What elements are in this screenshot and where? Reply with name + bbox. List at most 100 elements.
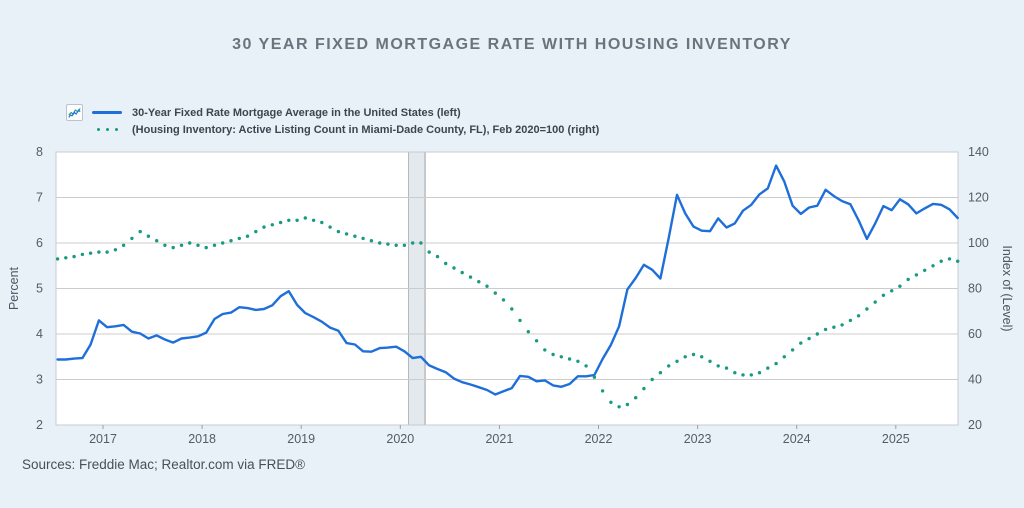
inventory-dot xyxy=(782,355,786,359)
legend-label: (Housing Inventory: Active Listing Count… xyxy=(132,123,600,136)
inventory-dot xyxy=(88,251,93,255)
inventory-dot xyxy=(72,254,76,259)
inventory-dot xyxy=(171,245,175,250)
inventory-dot xyxy=(526,330,530,334)
inventory-dot xyxy=(336,229,341,234)
inventory-dot xyxy=(262,225,266,229)
inventory-dot xyxy=(683,355,687,359)
inventory-dot xyxy=(485,284,489,288)
inventory-dot xyxy=(221,241,225,245)
right-axis-tick-label: 120 xyxy=(968,191,989,205)
x-axis-tick-label: 2022 xyxy=(585,432,613,446)
left-axis-tick-label: 8 xyxy=(36,145,43,159)
inventory-dot xyxy=(477,280,481,284)
inventory-dot xyxy=(510,307,514,311)
right-axis-tick-label: 140 xyxy=(968,145,989,159)
inventory-dot xyxy=(906,277,910,282)
inventory-dot xyxy=(386,242,390,246)
inventory-dot xyxy=(733,371,737,375)
inventory-dot xyxy=(452,266,456,270)
inventory-dot xyxy=(55,257,60,261)
inventory-dot xyxy=(196,243,200,247)
x-axis-tick-label: 2024 xyxy=(783,432,811,446)
x-axis-tick-label: 2019 xyxy=(287,432,315,446)
inventory-dot xyxy=(534,339,539,343)
legend-item-housing-inventory: (Housing Inventory: Active Listing Count… xyxy=(66,121,599,138)
chart-legend: 30-Year Fixed Rate Mortgage Average in t… xyxy=(66,104,599,138)
inventory-dot xyxy=(303,216,307,220)
inventory-dot xyxy=(956,259,960,263)
inventory-dot xyxy=(947,257,952,261)
inventory-dot xyxy=(212,243,217,247)
inventory-dot xyxy=(642,386,646,391)
right-axis-tick-label: 100 xyxy=(968,236,989,250)
inventory-dot xyxy=(394,243,398,247)
inventory-dot xyxy=(790,348,795,352)
inventory-dot xyxy=(700,355,704,359)
x-axis-tick-label: 2023 xyxy=(684,432,712,446)
inventory-dot xyxy=(914,273,919,277)
inventory-dot xyxy=(617,405,621,409)
inventory-dot xyxy=(848,318,853,323)
page-title: 30 YEAR FIXED MORTGAGE RATE WITH HOUSING… xyxy=(232,36,792,53)
inventory-dot xyxy=(658,371,663,375)
inventory-dot xyxy=(724,366,729,370)
inventory-dot xyxy=(708,359,712,363)
inventory-dot xyxy=(551,352,555,357)
inventory-dot xyxy=(237,236,241,241)
inventory-dot xyxy=(634,396,638,400)
inventory-dot xyxy=(799,341,803,345)
inventory-dot xyxy=(113,248,118,252)
inventory-dot xyxy=(766,366,770,370)
plot-border xyxy=(55,151,959,426)
inventory-dot xyxy=(311,218,316,222)
inventory-dot xyxy=(155,239,159,243)
inventory-dot xyxy=(584,364,588,368)
inventory-dot xyxy=(890,289,894,293)
right-axis-tick-label: 60 xyxy=(968,327,982,341)
x-axis-tick-label: 2018 xyxy=(188,432,216,446)
inventory-dot xyxy=(873,300,877,304)
sources-note: Sources: Freddie Mac; Realtor.com via FR… xyxy=(22,457,306,472)
inventory-dot xyxy=(518,318,522,323)
inventory-dot xyxy=(592,375,597,379)
inventory-dot xyxy=(741,373,745,377)
inventory-dot xyxy=(204,245,208,250)
inventory-dot xyxy=(840,323,844,327)
right-axis-tick-label: 40 xyxy=(968,373,982,387)
x-axis-tick-label: 2025 xyxy=(882,432,910,446)
inventory-dot xyxy=(650,377,654,382)
inventory-dot xyxy=(402,243,407,247)
inventory-dot xyxy=(444,261,448,266)
inventory-dot xyxy=(898,284,902,288)
left-axis-tick-label: 7 xyxy=(36,191,43,205)
inventory-dot xyxy=(435,254,440,259)
inventory-dot xyxy=(939,259,943,263)
mortgage-line-swatch xyxy=(90,111,124,114)
inventory-dot xyxy=(749,373,753,377)
inventory-dot xyxy=(815,332,819,336)
inventory-dot xyxy=(320,220,324,225)
left-axis-tick-label: 2 xyxy=(36,418,43,432)
inventory-dot xyxy=(427,250,431,254)
inventory-dot xyxy=(931,264,935,268)
mortgage-rate-line xyxy=(56,164,959,396)
inventory-dot xyxy=(97,250,101,254)
inventory-dot xyxy=(543,348,547,352)
inventory-dot xyxy=(757,371,762,375)
inventory-dot xyxy=(130,236,134,241)
inventory-dot xyxy=(344,232,349,236)
inventory-dot xyxy=(675,359,679,363)
legend-item-mortgage-rate: 30-Year Fixed Rate Mortgage Average in t… xyxy=(66,104,599,121)
inventory-dot xyxy=(460,270,464,275)
inventory-dot xyxy=(254,229,258,234)
inventory-dot xyxy=(501,298,506,302)
inventory-dot xyxy=(64,256,68,260)
mini-chart-icon xyxy=(66,104,83,121)
inventory-dot xyxy=(419,241,423,245)
inventory-dot xyxy=(229,239,233,243)
inventory-dot xyxy=(567,357,572,361)
left-axis-tick-label: 5 xyxy=(36,282,43,296)
